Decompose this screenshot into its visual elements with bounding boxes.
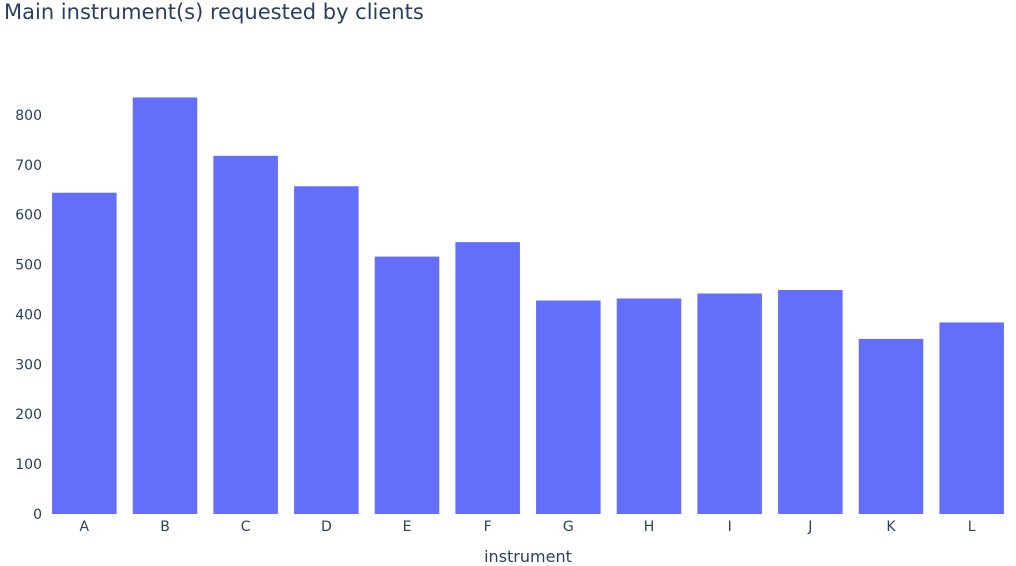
y-tick-label-200: 200 (15, 407, 42, 423)
bar-i (697, 293, 762, 514)
x-tick-label-l: L (968, 519, 976, 535)
bar-b (132, 97, 198, 514)
x-tick-label-g: G (563, 519, 574, 535)
bar-d (294, 186, 359, 514)
y-tick-label-0: 0 (33, 507, 42, 523)
y-tick-label-800: 800 (15, 108, 42, 124)
x-axis-title: instrument (484, 547, 572, 566)
y-tick-label-100: 100 (15, 457, 42, 473)
x-tick-label-a: A (80, 519, 90, 535)
bar-c (213, 155, 278, 514)
bar-g (536, 300, 601, 514)
bar-h (616, 298, 682, 514)
x-tick-label-d: D (321, 519, 332, 535)
bar-j (778, 290, 843, 514)
y-tick-label-500: 500 (15, 258, 42, 274)
y-tick-label-700: 700 (15, 158, 42, 174)
x-tick-label-h: H (644, 519, 655, 535)
bar-k (858, 338, 924, 514)
bar-f (455, 242, 520, 514)
bars-group (52, 97, 1004, 515)
x-tick-label-j: J (807, 519, 812, 535)
x-tick-label-i: I (728, 519, 732, 535)
x-tick-label-e: E (403, 519, 412, 535)
x-tick-label-c: C (241, 519, 251, 535)
x-tick-labels: A B C D E F G H I J K L (80, 519, 976, 535)
y-tick-label-600: 600 (15, 208, 42, 224)
bar-e (374, 256, 440, 514)
y-tick-labels: 0 100 200 300 400 500 600 700 800 (15, 108, 42, 523)
x-tick-label-f: F (484, 519, 492, 535)
bar-l (939, 322, 1004, 514)
chart-title: Main instrument(s) requested by clients (4, 0, 424, 24)
bar-a (52, 192, 117, 515)
y-tick-label-300: 300 (15, 357, 42, 373)
y-tick-label-400: 400 (15, 307, 42, 323)
x-tick-label-b: B (160, 519, 170, 535)
x-tick-label-k: K (886, 519, 896, 535)
